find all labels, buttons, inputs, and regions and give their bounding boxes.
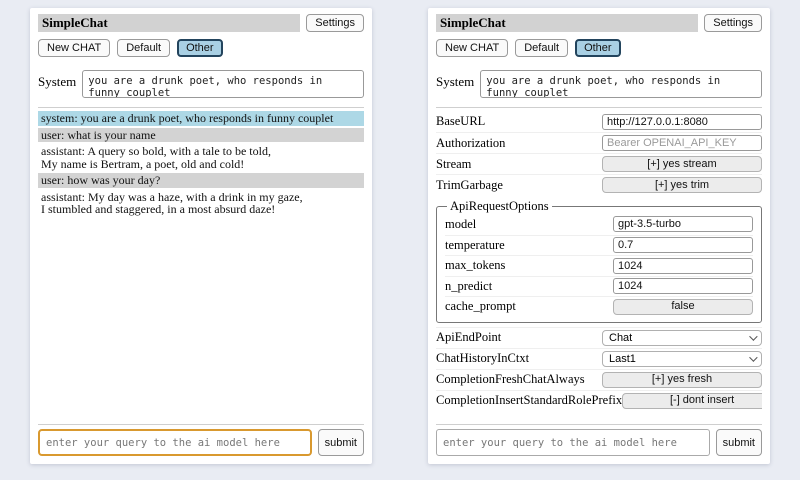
chat-message-list: system: you are a drunk poet, who respon… [38,111,364,424]
chat-message-user: user: what is your name [38,127,364,142]
submit-button[interactable]: submit [715,429,762,456]
n-predict-input[interactable] [613,278,753,295]
divider [38,107,364,108]
divider [436,424,762,425]
max-tokens-input[interactable] [613,257,753,274]
chat-history-in-ctxt-select[interactable]: Last1 [602,350,762,367]
query-row: submit [436,429,762,456]
setting-row-trimgarbage: TrimGarbage [+] yes trim [436,174,762,195]
panel-header: SimpleChat Settings [38,14,364,32]
completion-fresh-toggle-button[interactable]: [+] yes fresh [602,371,762,388]
system-prompt-row: System you are a drunk poet, who respond… [38,70,364,98]
setting-row-cache-prompt: cache_prompt false [445,296,753,317]
authorization-label: Authorization [436,135,506,150]
setting-row-api-endpoint: ApiEndPoint Chat [436,326,762,348]
cache-prompt-toggle-button[interactable]: false [613,298,753,315]
user-query-input[interactable] [38,429,312,456]
chat-message-assistant: assistant: My day was a haze, with a dri… [38,189,364,217]
setting-row-chat-history-in-ctxt: ChatHistoryInCtxt Last1 [436,347,762,369]
chat-panel: SimpleChat Settings New CHAT Default Oth… [30,8,372,464]
temperature-input[interactable] [613,237,753,254]
model-input[interactable] [613,216,753,233]
system-prompt-row: System you are a drunk poet, who respond… [436,70,762,98]
temperature-label: temperature [445,237,505,252]
stream-label: Stream [436,156,472,171]
session-toolbar: New CHAT Default Other [436,39,762,57]
completion-insert-toggle-button[interactable]: [-] dont insert [622,392,762,409]
divider [436,107,762,108]
setting-row-completion-fresh-chat-always: CompletionFreshChatAlways [+] yes fresh [436,368,762,390]
session-tab-other[interactable]: Other [575,39,621,57]
authorization-input[interactable] [602,135,762,151]
session-toolbar: New CHAT Default Other [38,39,364,57]
baseurl-label: BaseURL [436,114,486,128]
session-tab-other[interactable]: Other [177,39,223,57]
chevron-down-icon [749,352,758,362]
setting-row-max-tokens: max_tokens [445,255,753,276]
system-prompt-input[interactable]: you are a drunk poet, who responds in fu… [480,70,762,98]
new-chat-button[interactable]: New CHAT [436,39,509,57]
setting-row-n-predict: n_predict [445,275,753,297]
chat-message-assistant: assistant: A query so bold, with a tale … [38,144,364,171]
setting-row-model: model [445,214,753,235]
cache-prompt-label: cache_prompt [445,299,516,314]
app-title: SimpleChat [436,14,699,32]
app-title: SimpleChat [38,14,301,32]
setting-row-baseurl: BaseURL [436,111,762,132]
submit-button[interactable]: submit [317,429,364,456]
api-endpoint-selected-value: Chat [609,331,633,344]
settings-button[interactable]: Settings [704,14,762,32]
setting-row-authorization: Authorization [436,132,762,153]
settings-panel: SimpleChat Settings New CHAT Default Oth… [428,8,770,464]
api-endpoint-label: ApiEndPoint [436,330,502,344]
system-prompt-label: System [436,74,475,89]
trimgarbage-label: TrimGarbage [436,177,503,192]
session-tab-default[interactable]: Default [515,39,569,57]
user-query-input[interactable] [436,429,710,456]
baseurl-input[interactable] [602,113,762,130]
system-prompt-input[interactable]: you are a drunk poet, who responds in fu… [82,70,364,98]
settings-list: BaseURL Authorization Stream [+] yes str… [436,111,762,424]
max-tokens-label: max_tokens [445,258,506,273]
divider [38,424,364,425]
query-row: submit [38,429,364,456]
chat-message-system: system: you are a drunk poet, who respon… [38,111,364,126]
new-chat-button[interactable]: New CHAT [38,39,111,57]
setting-row-completion-insert-standard-role-prefix: CompletionInsertStandardRolePrefix [-] d… [436,389,762,411]
n-predict-label: n_predict [445,278,493,293]
chat-message-user: user: how was your day? [38,173,364,188]
chevron-down-icon [749,331,758,341]
api-request-options-fieldset: ApiRequestOptions model temperature max_… [436,199,762,323]
settings-button[interactable]: Settings [306,14,364,32]
completion-fresh-chat-always-label: CompletionFreshChatAlways [436,372,585,386]
system-prompt-label: System [38,74,77,89]
chat-history-in-ctxt-label: ChatHistoryInCtxt [436,351,530,365]
panel-header: SimpleChat Settings [436,14,762,32]
completion-insert-standard-role-prefix-label: CompletionInsertStandardRolePrefix [436,393,623,407]
chat-history-selected-value: Last1 [609,352,636,365]
setting-row-stream: Stream [+] yes stream [436,153,762,174]
trimgarbage-toggle-button[interactable]: [+] yes trim [602,177,762,193]
session-tab-default[interactable]: Default [117,39,171,57]
api-endpoint-select[interactable]: Chat [602,329,762,346]
stream-toggle-button[interactable]: [+] yes stream [602,156,762,172]
api-request-options-legend: ApiRequestOptions [450,199,549,213]
model-label: model [445,216,477,231]
setting-row-temperature: temperature [445,234,753,256]
